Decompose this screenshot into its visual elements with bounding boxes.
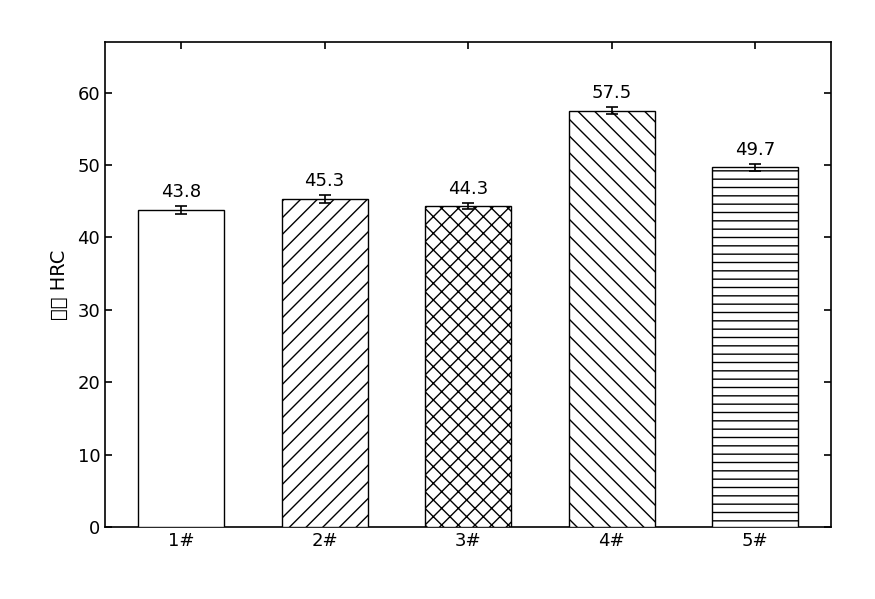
Bar (425, 206, 511, 527)
Bar (138, 210, 224, 527)
Text: 57.5: 57.5 (592, 84, 632, 102)
Text: 43.8: 43.8 (161, 183, 201, 201)
Bar (569, 111, 654, 527)
Text: 44.3: 44.3 (448, 180, 488, 198)
Bar (282, 199, 368, 527)
Bar (712, 167, 798, 527)
Y-axis label: 硬度 HRC: 硬度 HRC (50, 249, 69, 320)
Text: 49.7: 49.7 (735, 141, 775, 159)
Text: 45.3: 45.3 (304, 172, 345, 190)
